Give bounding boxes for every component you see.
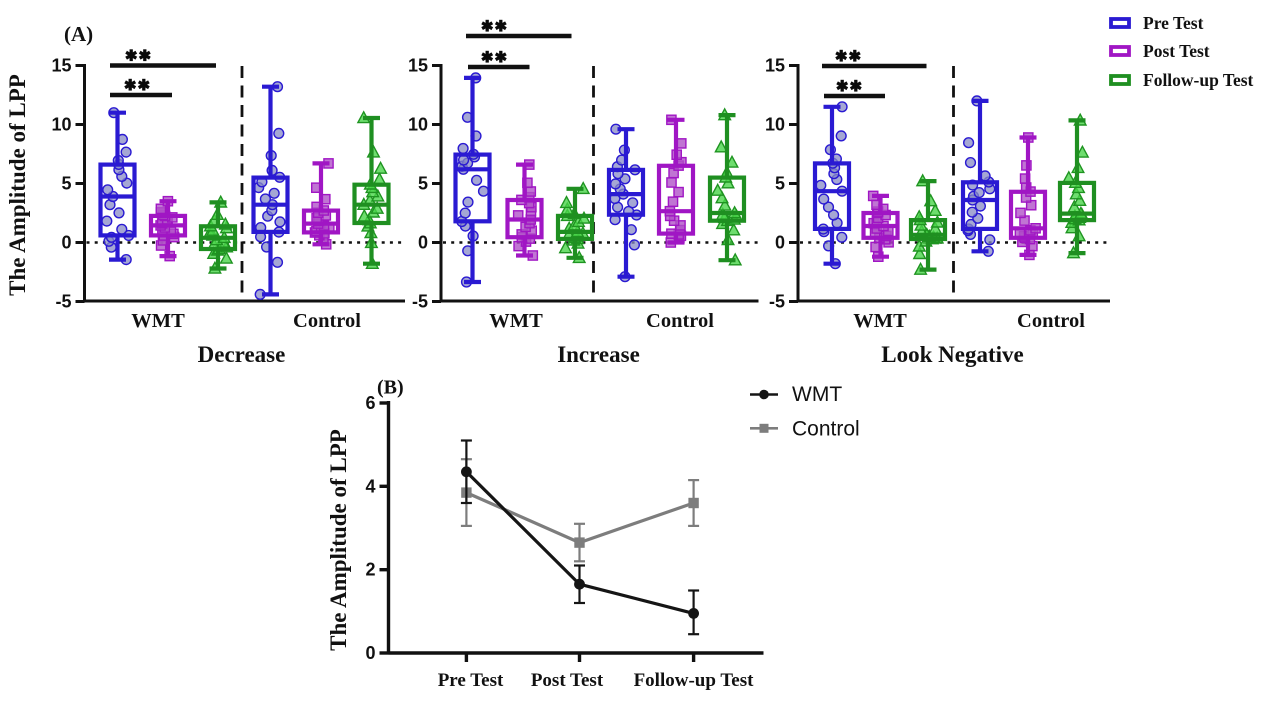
svg-text:(B): (B): [377, 377, 404, 399]
svg-text:Follow-up Test: Follow-up Test: [1143, 70, 1254, 90]
svg-text:0: 0: [418, 233, 428, 253]
svg-text:Look Negative: Look Negative: [881, 342, 1023, 367]
svg-text:-5: -5: [769, 292, 785, 312]
svg-text:Post Test: Post Test: [1143, 41, 1210, 61]
svg-text:(A): (A): [64, 22, 93, 46]
svg-text:WMT: WMT: [792, 383, 842, 406]
svg-text:0: 0: [365, 643, 375, 663]
svg-text:The Amplitude of LPP: The Amplitude of LPP: [5, 74, 30, 296]
svg-text:10: 10: [408, 115, 428, 135]
svg-text:15: 15: [408, 56, 428, 76]
svg-text:Control: Control: [646, 310, 714, 332]
svg-text:WMT: WMT: [489, 310, 543, 332]
svg-text:Control: Control: [792, 418, 860, 441]
svg-text:4: 4: [365, 476, 375, 496]
svg-text:-5: -5: [55, 292, 71, 312]
svg-text:Control: Control: [1017, 310, 1085, 332]
svg-text:Follow-up Test: Follow-up Test: [634, 670, 755, 691]
svg-text:Decrease: Decrease: [198, 342, 286, 367]
svg-text:Pre Test: Pre Test: [1143, 13, 1204, 33]
svg-text:6: 6: [365, 393, 375, 413]
svg-text:10: 10: [51, 115, 71, 135]
svg-text:5: 5: [61, 174, 71, 194]
svg-text:Pre Test: Pre Test: [438, 670, 504, 691]
svg-text:Control: Control: [293, 310, 361, 332]
svg-text:0: 0: [775, 233, 785, 253]
svg-text:15: 15: [51, 56, 71, 76]
svg-text:10: 10: [765, 115, 785, 135]
svg-text:WMT: WMT: [131, 310, 185, 332]
svg-text:-5: -5: [412, 292, 428, 312]
svg-text:2: 2: [365, 560, 375, 580]
svg-text:WMT: WMT: [853, 310, 907, 332]
svg-text:5: 5: [775, 174, 785, 194]
svg-text:15: 15: [765, 56, 785, 76]
svg-text:5: 5: [418, 174, 428, 194]
svg-text:0: 0: [61, 233, 71, 253]
svg-text:The Amplitude of LPP: The Amplitude of LPP: [326, 429, 351, 651]
svg-text:Post Test: Post Test: [531, 670, 604, 691]
svg-text:Increase: Increase: [557, 342, 640, 367]
